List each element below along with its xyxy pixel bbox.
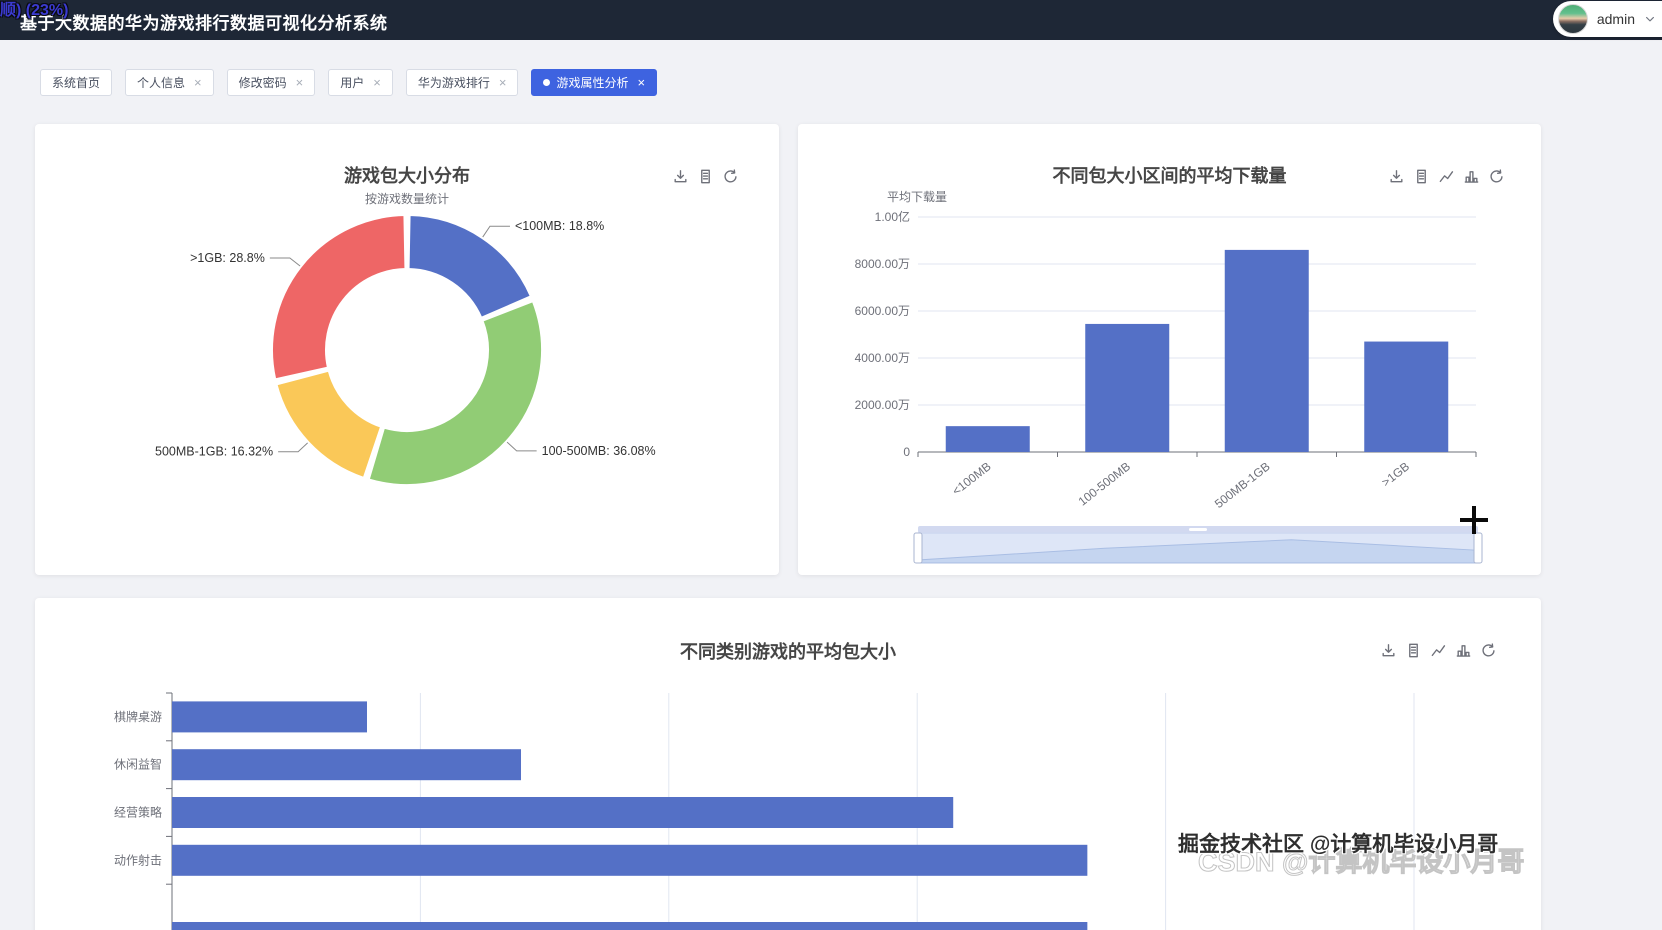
svg-text:8000.00万: 8000.00万	[855, 257, 910, 271]
svg-text:经营策略: 经营策略	[114, 805, 162, 820]
svg-text:4000.00万: 4000.00万	[855, 351, 910, 365]
chart-toolbar	[1380, 642, 1497, 659]
recording-overlay-text: 顺) (23%)	[0, 2, 69, 19]
svg-text:<100MB: 18.8%: <100MB: 18.8%	[515, 219, 604, 233]
user-menu[interactable]: admin	[1552, 1, 1662, 37]
svg-text:6000.00万: 6000.00万	[855, 304, 910, 318]
app-header: 基于大数据的华为游戏排行数据可视化分析系统 admin	[0, 0, 1662, 40]
svg-text:>1GB: 28.8%: >1GB: 28.8%	[190, 251, 265, 265]
line-chart-icon[interactable]	[1438, 168, 1455, 185]
download-icon[interactable]	[1380, 642, 1397, 659]
tab-5[interactable]: 游戏属性分析 ×	[531, 69, 658, 96]
chart-title: 不同包大小区间的平均下载量	[1052, 166, 1287, 186]
watermark-csdn: CSDN @计算机毕设小月哥	[1197, 847, 1525, 878]
user-name: admin	[1596, 11, 1635, 27]
tab-3[interactable]: 用户 ×	[328, 69, 393, 96]
tab-1[interactable]: 个人信息 ×	[125, 69, 214, 96]
chart-subtitle: 按游戏数量统计	[364, 192, 449, 206]
chart-toolbar	[672, 168, 739, 185]
bar-chart[interactable]: 平均下载量 0 2000.00万 4000.00万 6000.00万 8000.00万 1.…	[798, 124, 1541, 575]
close-tab-icon[interactable]: ×	[637, 75, 646, 90]
chevron-down-icon	[1646, 16, 1654, 22]
svg-text:500MB-1GB: 500MB-1GB	[1212, 459, 1273, 511]
tab-bar: 系统首页 个人信息 × 修改密码 × 用户 × 华为游戏排行 × 游戏属性分析 ×	[40, 69, 658, 96]
card-average-downloads: 不同包大小区间的平均下载量 平均下载量 0 2000.00万 4000.00万 6000…	[798, 124, 1541, 575]
data-view-icon[interactable]	[1405, 642, 1422, 659]
line-chart-icon[interactable]	[1430, 642, 1447, 659]
tab-label: 用户	[340, 76, 365, 90]
bar-chart-icon[interactable]	[1463, 168, 1480, 185]
close-tab-icon[interactable]: ×	[373, 75, 381, 90]
svg-text:动作射击: 动作射击	[114, 852, 162, 867]
svg-text:休闲益智: 休闲益智	[114, 757, 162, 772]
svg-text:100-500MB: 100-500MB	[1076, 459, 1134, 508]
tab-0[interactable]: 系统首页	[40, 69, 113, 96]
refresh-icon[interactable]	[722, 168, 739, 185]
card-average-package-size: 不同类别游戏的平均包大小 棋牌桌游休闲益智经营策略动作射击	[35, 598, 1541, 930]
refresh-icon[interactable]	[1480, 642, 1497, 659]
tab-label: 华为游戏排行	[417, 76, 490, 90]
chart-toolbar	[1388, 168, 1505, 185]
active-tab-dot	[543, 79, 551, 86]
app-title: 基于大数据的华为游戏排行数据可视化分析系统	[20, 14, 388, 33]
close-tab-icon[interactable]: ×	[295, 75, 304, 90]
svg-text:平均下载量: 平均下载量	[887, 190, 947, 204]
mouse-cursor-crosshair	[1460, 506, 1488, 534]
user-avatar[interactable]	[1557, 4, 1588, 34]
tab-label: 游戏属性分析	[556, 76, 629, 90]
svg-text:0: 0	[903, 445, 910, 459]
svg-text:<100MB: <100MB	[949, 459, 993, 498]
tab-label: 修改密码	[238, 76, 287, 90]
svg-text:1.00亿: 1.00亿	[875, 209, 910, 224]
chart-title: 游戏包大小分布	[344, 166, 470, 186]
tab-4[interactable]: 华为游戏排行 ×	[405, 69, 519, 96]
svg-text:500MB-1GB: 16.32%: 500MB-1GB: 16.32%	[155, 445, 273, 459]
tab-label: 个人信息	[137, 76, 186, 90]
bar-chart-icon[interactable]	[1455, 642, 1472, 659]
close-tab-icon[interactable]: ×	[194, 75, 202, 90]
svg-text:2000.00万: 2000.00万	[855, 398, 910, 412]
svg-text:>1GB: >1GB	[1379, 459, 1412, 489]
tab-2[interactable]: 修改密码 ×	[226, 69, 316, 96]
tab-label: 系统首页	[52, 76, 101, 90]
donut-chart[interactable]: <100MB: 18.8% 100-500MB: 36.08% 500MB-1GB:…	[35, 124, 779, 575]
watermark-juejin: 掘金技术社区 @计算机毕设小月哥	[1178, 833, 1499, 856]
svg-text:棋牌桌游: 棋牌桌游	[114, 710, 162, 724]
svg-text:100-500MB: 36.08%: 100-500MB: 36.08%	[542, 444, 656, 458]
download-icon[interactable]	[672, 168, 689, 185]
card-package-size-distribution: 游戏包大小分布 按游戏数量统计 <100MB: 18.8% 100-500MB: …	[35, 124, 779, 575]
chart-title: 不同类别游戏的平均包大小	[680, 642, 896, 662]
download-icon[interactable]	[1388, 168, 1405, 185]
data-view-icon[interactable]	[697, 168, 714, 185]
data-view-icon[interactable]	[1413, 168, 1430, 185]
refresh-icon[interactable]	[1488, 168, 1505, 185]
close-tab-icon[interactable]: ×	[498, 75, 507, 90]
